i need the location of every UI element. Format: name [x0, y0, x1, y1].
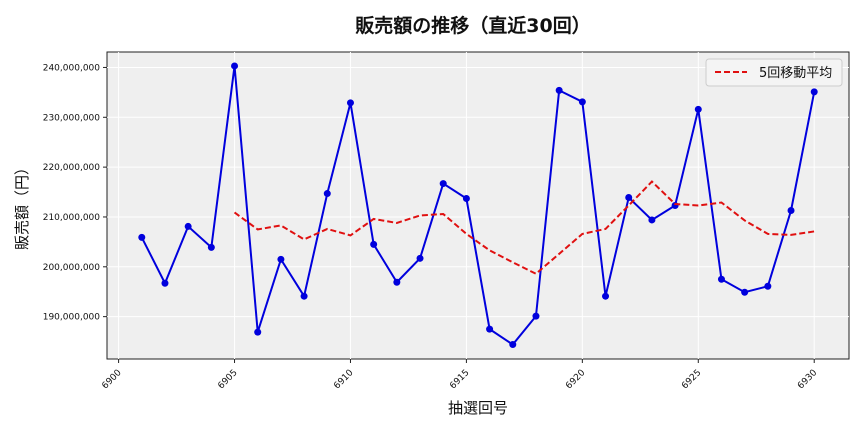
- data-point: [555, 86, 563, 94]
- data-point: [486, 325, 494, 333]
- data-point: [602, 292, 610, 300]
- x-axis-ticks: 6900 6905 6910 6915 6920 6925 6930: [100, 359, 820, 391]
- y-tick-label: 240,000,000: [43, 63, 101, 73]
- legend-label: 5回移動平均: [759, 66, 832, 81]
- data-point: [648, 216, 656, 224]
- data-point: [184, 222, 192, 230]
- y-axis-label: 販売額（円）: [13, 160, 31, 250]
- legend-box: [705, 58, 843, 87]
- data-point: [625, 194, 633, 202]
- y-tick-label: 200,000,000: [43, 263, 101, 273]
- data-point: [393, 278, 401, 286]
- data-point: [231, 62, 239, 70]
- y-tick-label: 220,000,000: [43, 163, 101, 173]
- data-point: [741, 288, 749, 296]
- data-point: [694, 105, 702, 113]
- y-tick-label: 230,000,000: [43, 113, 101, 123]
- x-tick-label: 6920: [564, 368, 587, 391]
- series-lines: [138, 62, 818, 349]
- data-point: [717, 275, 725, 283]
- x-tick-label: 6925: [680, 368, 703, 391]
- legend: 5回移動平均: [705, 58, 843, 87]
- plot-area: [106, 51, 850, 360]
- y-tick-label: 190,000,000: [43, 313, 101, 323]
- data-point: [161, 279, 169, 287]
- data-point: [416, 254, 424, 262]
- x-tick-label: 6915: [448, 368, 471, 391]
- sales-line: [140, 65, 816, 346]
- data-point: [300, 292, 308, 300]
- moving-average-line: [233, 180, 815, 275]
- data-point: [254, 328, 262, 336]
- data-point: [439, 180, 447, 188]
- data-point: [277, 255, 285, 263]
- y-tick-label: 210,000,000: [43, 213, 101, 223]
- y-axis-ticks: 190,000,000 200,000,000 210,000,000 220,000…: [43, 63, 107, 323]
- x-tick-label: 6900: [100, 368, 123, 391]
- data-point: [509, 341, 517, 349]
- data-point: [370, 240, 378, 248]
- x-tick-label: 6930: [796, 368, 819, 391]
- x-tick-label: 6905: [216, 368, 239, 391]
- data-point: [207, 243, 215, 251]
- chart-title: 販売額の推移（直近30回）: [355, 14, 590, 37]
- data-point: [462, 195, 470, 203]
- data-point: [764, 282, 772, 290]
- data-point: [138, 233, 146, 241]
- data-point: [323, 190, 331, 198]
- x-axis-label: 抽選回号: [448, 399, 508, 417]
- data-point: [346, 99, 354, 107]
- data-point: [787, 206, 795, 214]
- data-point: [532, 312, 540, 320]
- data-point: [578, 98, 586, 106]
- x-tick-label: 6910: [332, 368, 355, 391]
- data-point: [810, 88, 818, 96]
